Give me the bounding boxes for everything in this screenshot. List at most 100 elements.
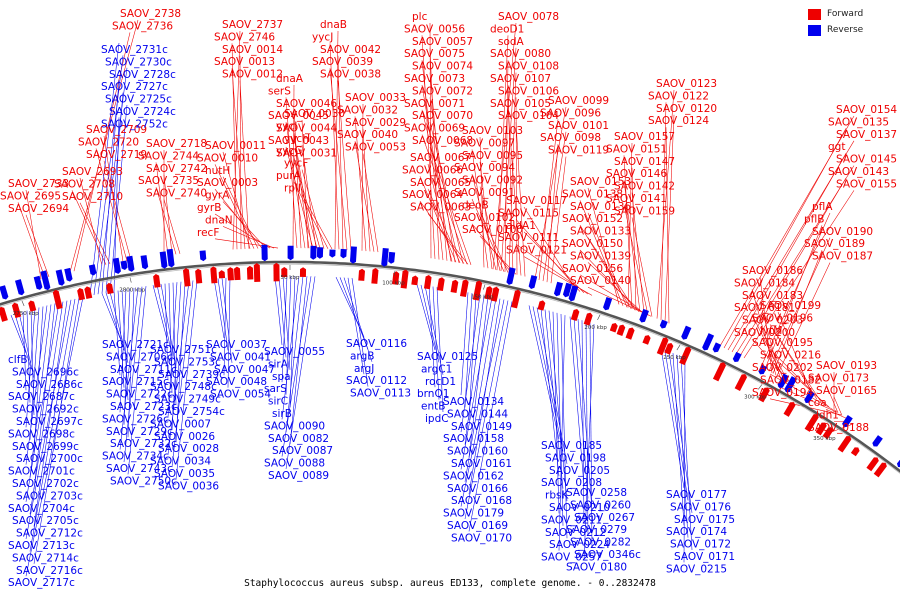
reverse-gene-label: sirB [272, 408, 292, 420]
forward-gene-arrow [246, 265, 254, 280]
reverse-gene-label: SAOV_0208 [541, 477, 602, 489]
reverse-gene-label: SAOV_2702c [12, 478, 79, 490]
forward-gene-label: SAOV_0106 [498, 85, 559, 97]
reverse-gene-label: SAOV_0205 [549, 465, 610, 477]
forward-gene-arrow [450, 279, 459, 294]
forward-gene-label: SAOV_0101 [548, 120, 609, 132]
forward-gene-arrow [52, 289, 63, 310]
reverse-connector [221, 278, 233, 363]
forward-connector [429, 146, 472, 265]
reverse-gene-label: SAOV_2751c [150, 344, 217, 356]
reverse-connector [213, 278, 225, 339]
reverse-gene-label: SAOV_2727c [101, 81, 168, 93]
reverse-gene-arrow [896, 454, 900, 468]
forward-connector [777, 311, 814, 398]
reverse-gene-arrow [842, 415, 853, 427]
reverse-gene-arrow [340, 248, 347, 259]
reverse-gene-label: SAOV_2711c [110, 364, 177, 376]
forward-gene-label: SAOV_0065 [410, 177, 471, 189]
forward-gene-label: SAOV_0042 [320, 44, 381, 56]
forward-gene-label: rplI [284, 182, 301, 194]
forward-connector [534, 106, 567, 280]
reverse-gene-label: SAOV_0048 [206, 376, 267, 388]
reverse-gene-label: SAOV_2748c [150, 381, 217, 393]
forward-connector [155, 187, 177, 255]
forward-gene-label: SAOV_0067 [410, 152, 471, 164]
reverse-gene-label: SAOV_0198 [545, 452, 606, 464]
scale-tick-label: 200 kbp [584, 325, 607, 331]
forward-gene-arrow [822, 427, 834, 440]
forward-connector [421, 134, 468, 265]
forward-gene-label: SAOV_2720 [78, 136, 139, 148]
reverse-gene-arrow [732, 351, 742, 363]
reverse-connector [109, 291, 129, 363]
forward-connector [623, 155, 633, 310]
reverse-gene-arrow [872, 435, 883, 447]
reverse-gene-arrow [804, 390, 815, 403]
forward-gene-arrow [358, 268, 365, 281]
forward-connector [760, 212, 831, 368]
reverse-gene-label: SAOV_0125 [417, 351, 478, 363]
forward-gene-arrow [537, 300, 546, 311]
forward-gene-label: SAOV_0152 [562, 213, 623, 225]
reverse-gene-label: SAOV_0088 [264, 458, 325, 470]
forward-gene-label: SAOV_0135 [828, 116, 889, 128]
forward-gene-label: SAOV_0030 [284, 108, 345, 120]
reverse-gene-arrow [506, 267, 516, 285]
forward-gene-label: SAOV_0080 [490, 48, 551, 60]
reverse-gene-arrow [166, 248, 175, 268]
reverse-gene-label: rbsK [545, 490, 569, 502]
reverse-gene-label: SAOV_2714c [12, 552, 79, 564]
reverse-gene-arrow [33, 275, 43, 290]
reverse-connector [552, 311, 560, 514]
forward-gene-label: SAOV_0115 [498, 207, 559, 219]
reverse-gene-label: SAOV_0113 [350, 388, 411, 400]
reverse-connector [460, 294, 481, 433]
forward-connector [660, 102, 667, 321]
forward-gene-arrow [873, 462, 887, 478]
forward-gene-label: SAOV_2746 [214, 31, 275, 43]
reverse-gene-label: SAOV_2715c [102, 376, 169, 388]
reverse-gene-arrow [40, 270, 51, 291]
forward-connector [743, 190, 855, 359]
forward-gene-label: SAOV_0099 [548, 95, 609, 107]
forward-gene-arrow [712, 362, 727, 382]
forward-connector [776, 262, 831, 376]
forward-connector [508, 72, 517, 273]
reverse-connector [101, 293, 121, 339]
reverse-connector [558, 315, 566, 551]
reverse-connector [464, 293, 473, 408]
forward-connector [301, 194, 333, 250]
forward-connector [354, 141, 375, 252]
forward-connector [479, 186, 501, 271]
reverse-gene-label: SAOV_2749c [154, 394, 221, 406]
reverse-connector [25, 302, 60, 502]
forward-gene-label: SAOV_0146 [606, 168, 667, 180]
forward-gene-arrow [609, 322, 618, 333]
forward-gene-label: SAOV_2744 [138, 150, 199, 162]
reverse-gene-label: SAOV_0175 [674, 514, 735, 526]
forward-connector [421, 84, 452, 262]
reverse-connector [468, 293, 477, 420]
forward-connector [301, 144, 317, 249]
reverse-connector [278, 276, 287, 358]
reverse-gene-label: SAOV_0082 [268, 433, 329, 445]
forward-gene-label: SAOV_2735 [138, 175, 199, 187]
reverse-connector [109, 104, 128, 292]
reverse-connector [29, 301, 64, 515]
forward-gene-label: SAOV_0091 [454, 187, 515, 199]
forward-connector [471, 174, 497, 270]
reverse-gene-label: entB [421, 401, 445, 413]
forward-connector [301, 169, 325, 249]
reverse-connector [464, 297, 497, 482]
reverse-connector [171, 281, 182, 430]
reverse-connector [105, 92, 124, 293]
forward-connector [777, 336, 822, 403]
forward-gene-label: SAOV_0136 [570, 201, 631, 213]
reverse-gene-label: SAOV_0158 [443, 433, 504, 445]
reverse-gene-label: SAOV_0035 [154, 468, 215, 480]
forward-gene-arrow [195, 268, 203, 284]
forward-gene-label: SAOV_0188 [808, 422, 869, 434]
forward-gene-label: SAOV_0070 [412, 110, 473, 122]
forward-connector [419, 176, 457, 263]
